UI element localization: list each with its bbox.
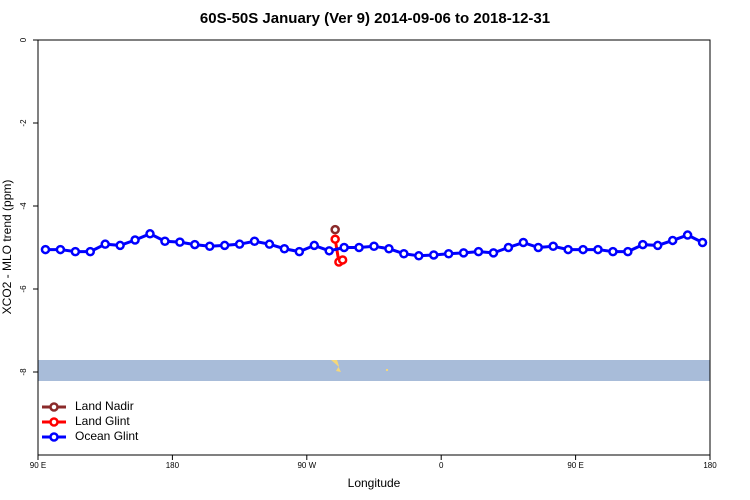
point (697, 237, 708, 248)
legend-label: Land Glint (75, 414, 130, 428)
x-tick-label: 90 W (297, 461, 316, 470)
point (339, 242, 349, 253)
point (55, 244, 66, 255)
point (264, 239, 275, 249)
x-tick-label: 180 (703, 461, 717, 470)
point (578, 244, 588, 255)
point (309, 240, 320, 251)
point (190, 239, 200, 250)
y-tick-label: -6 (19, 285, 28, 293)
point (548, 241, 558, 252)
chart-title: 60S-50S January (Ver 9) 2014-09-06 to 20… (200, 10, 550, 27)
x-tick-label: 90 E (30, 461, 46, 470)
x-tick-label: 90 E (567, 461, 583, 470)
point (115, 240, 125, 251)
point (638, 239, 648, 250)
point (175, 237, 185, 247)
point (249, 236, 260, 247)
point (399, 248, 409, 259)
point (330, 234, 340, 244)
point (337, 255, 348, 265)
point (563, 244, 573, 255)
plot-frame (37, 39, 711, 456)
point (428, 250, 439, 260)
point (443, 248, 454, 259)
map-strip (38, 360, 710, 381)
point (488, 248, 499, 258)
x-axis-label: Longitude (348, 476, 401, 490)
point (414, 251, 424, 261)
point (85, 246, 96, 257)
point (40, 244, 51, 255)
point (234, 239, 245, 249)
point (354, 242, 364, 253)
point (503, 242, 514, 253)
x-tick-label: 180 (166, 461, 180, 470)
point (204, 241, 215, 252)
legend-marker (49, 417, 59, 427)
point (623, 246, 633, 257)
point (667, 235, 678, 246)
point (294, 246, 305, 257)
point (219, 240, 230, 251)
point (608, 246, 618, 257)
point (533, 242, 544, 253)
point (160, 236, 170, 247)
point (330, 224, 340, 235)
point (130, 235, 140, 245)
point (593, 244, 603, 255)
legend-label: Ocean Glint (75, 429, 139, 443)
point (458, 248, 469, 258)
land-patch (331, 360, 341, 372)
point (279, 243, 290, 254)
legend-label: Land Nadir (75, 399, 134, 413)
point (369, 241, 379, 252)
point (473, 246, 484, 257)
point (682, 230, 693, 240)
y-axis-label: XCO2 - MLO trend (ppm) (0, 180, 14, 315)
land-patch (386, 369, 388, 371)
point (100, 239, 110, 249)
legend-marker (49, 432, 59, 442)
point (324, 246, 334, 256)
y-tick-label: 0 (19, 37, 28, 42)
y-tick-label: -8 (19, 368, 28, 376)
point (70, 246, 81, 257)
point (145, 229, 155, 239)
point (384, 243, 394, 254)
point (518, 237, 529, 248)
y-tick-label: -2 (19, 119, 28, 127)
point (652, 240, 663, 251)
x-tick-label: 0 (439, 461, 444, 470)
y-tick-label: -4 (19, 202, 28, 210)
legend-marker (49, 402, 59, 412)
